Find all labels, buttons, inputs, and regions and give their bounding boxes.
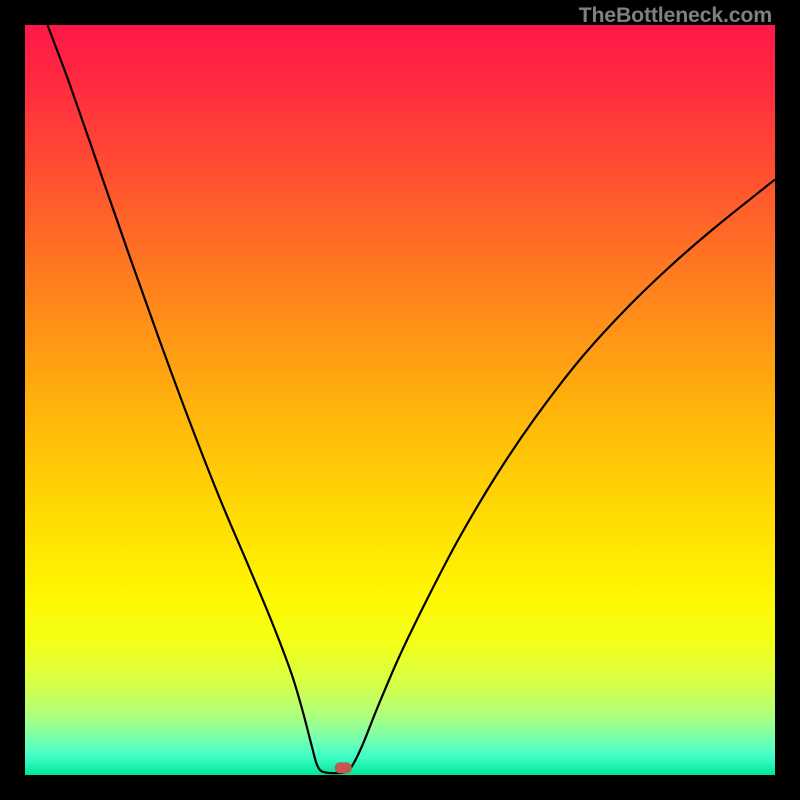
optimal-point-marker bbox=[335, 762, 352, 773]
watermark-text: TheBottleneck.com bbox=[579, 3, 772, 28]
chart-frame: TheBottleneck.com bbox=[0, 0, 800, 800]
plot-area bbox=[25, 25, 775, 775]
background-gradient bbox=[25, 25, 775, 775]
